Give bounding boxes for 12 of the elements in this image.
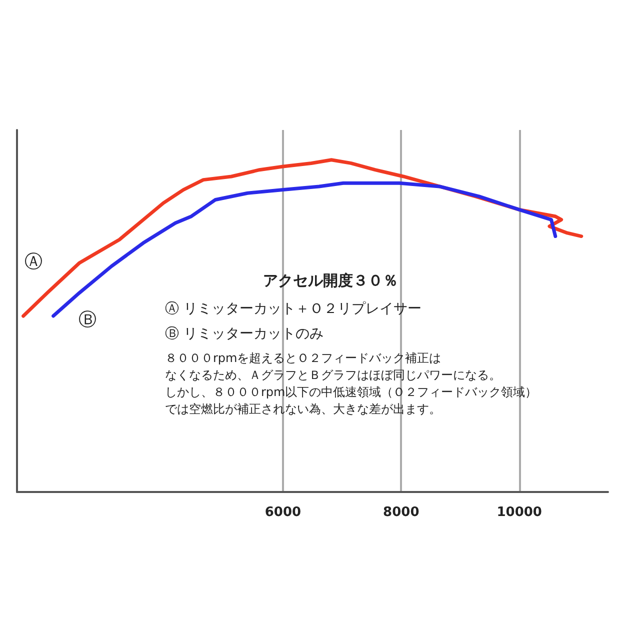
annotation: Ⓑ リミッターカットのみ <box>165 326 324 342</box>
annotation: なくなるため、ＡグラフとＢグラフはほぼ同じパワーになる。 <box>165 368 501 382</box>
text: アクセル開度３０％ <box>263 272 398 290</box>
annotation: しかし、８０００rpm以下の中低速領域（Ｏ２フィードバック領域） <box>165 385 538 399</box>
annotation: Ⓐ リミッターカット＋Ｏ２リプレイサー <box>165 301 422 317</box>
x-tick-label: 6000 <box>264 505 302 520</box>
annotation: では空燃比が補正されない為、大きな差が出ます。 <box>165 402 441 416</box>
annotation: ８０００rpmを超えるとＯ２フィードバック補正は <box>165 351 442 365</box>
series-label: Ⓑ <box>78 309 96 330</box>
x-tick-label: 8000 <box>383 505 420 520</box>
series-label: Ⓐ <box>24 251 42 272</box>
x-tick-label: 10000 <box>496 505 542 520</box>
